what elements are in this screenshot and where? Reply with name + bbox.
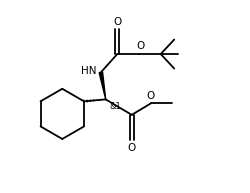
Text: O: O xyxy=(128,143,136,153)
Text: O: O xyxy=(146,91,154,101)
Polygon shape xyxy=(99,72,106,99)
Text: HN: HN xyxy=(81,66,97,76)
Text: &1: &1 xyxy=(109,102,121,111)
Text: O: O xyxy=(113,17,122,27)
Text: O: O xyxy=(136,41,144,51)
